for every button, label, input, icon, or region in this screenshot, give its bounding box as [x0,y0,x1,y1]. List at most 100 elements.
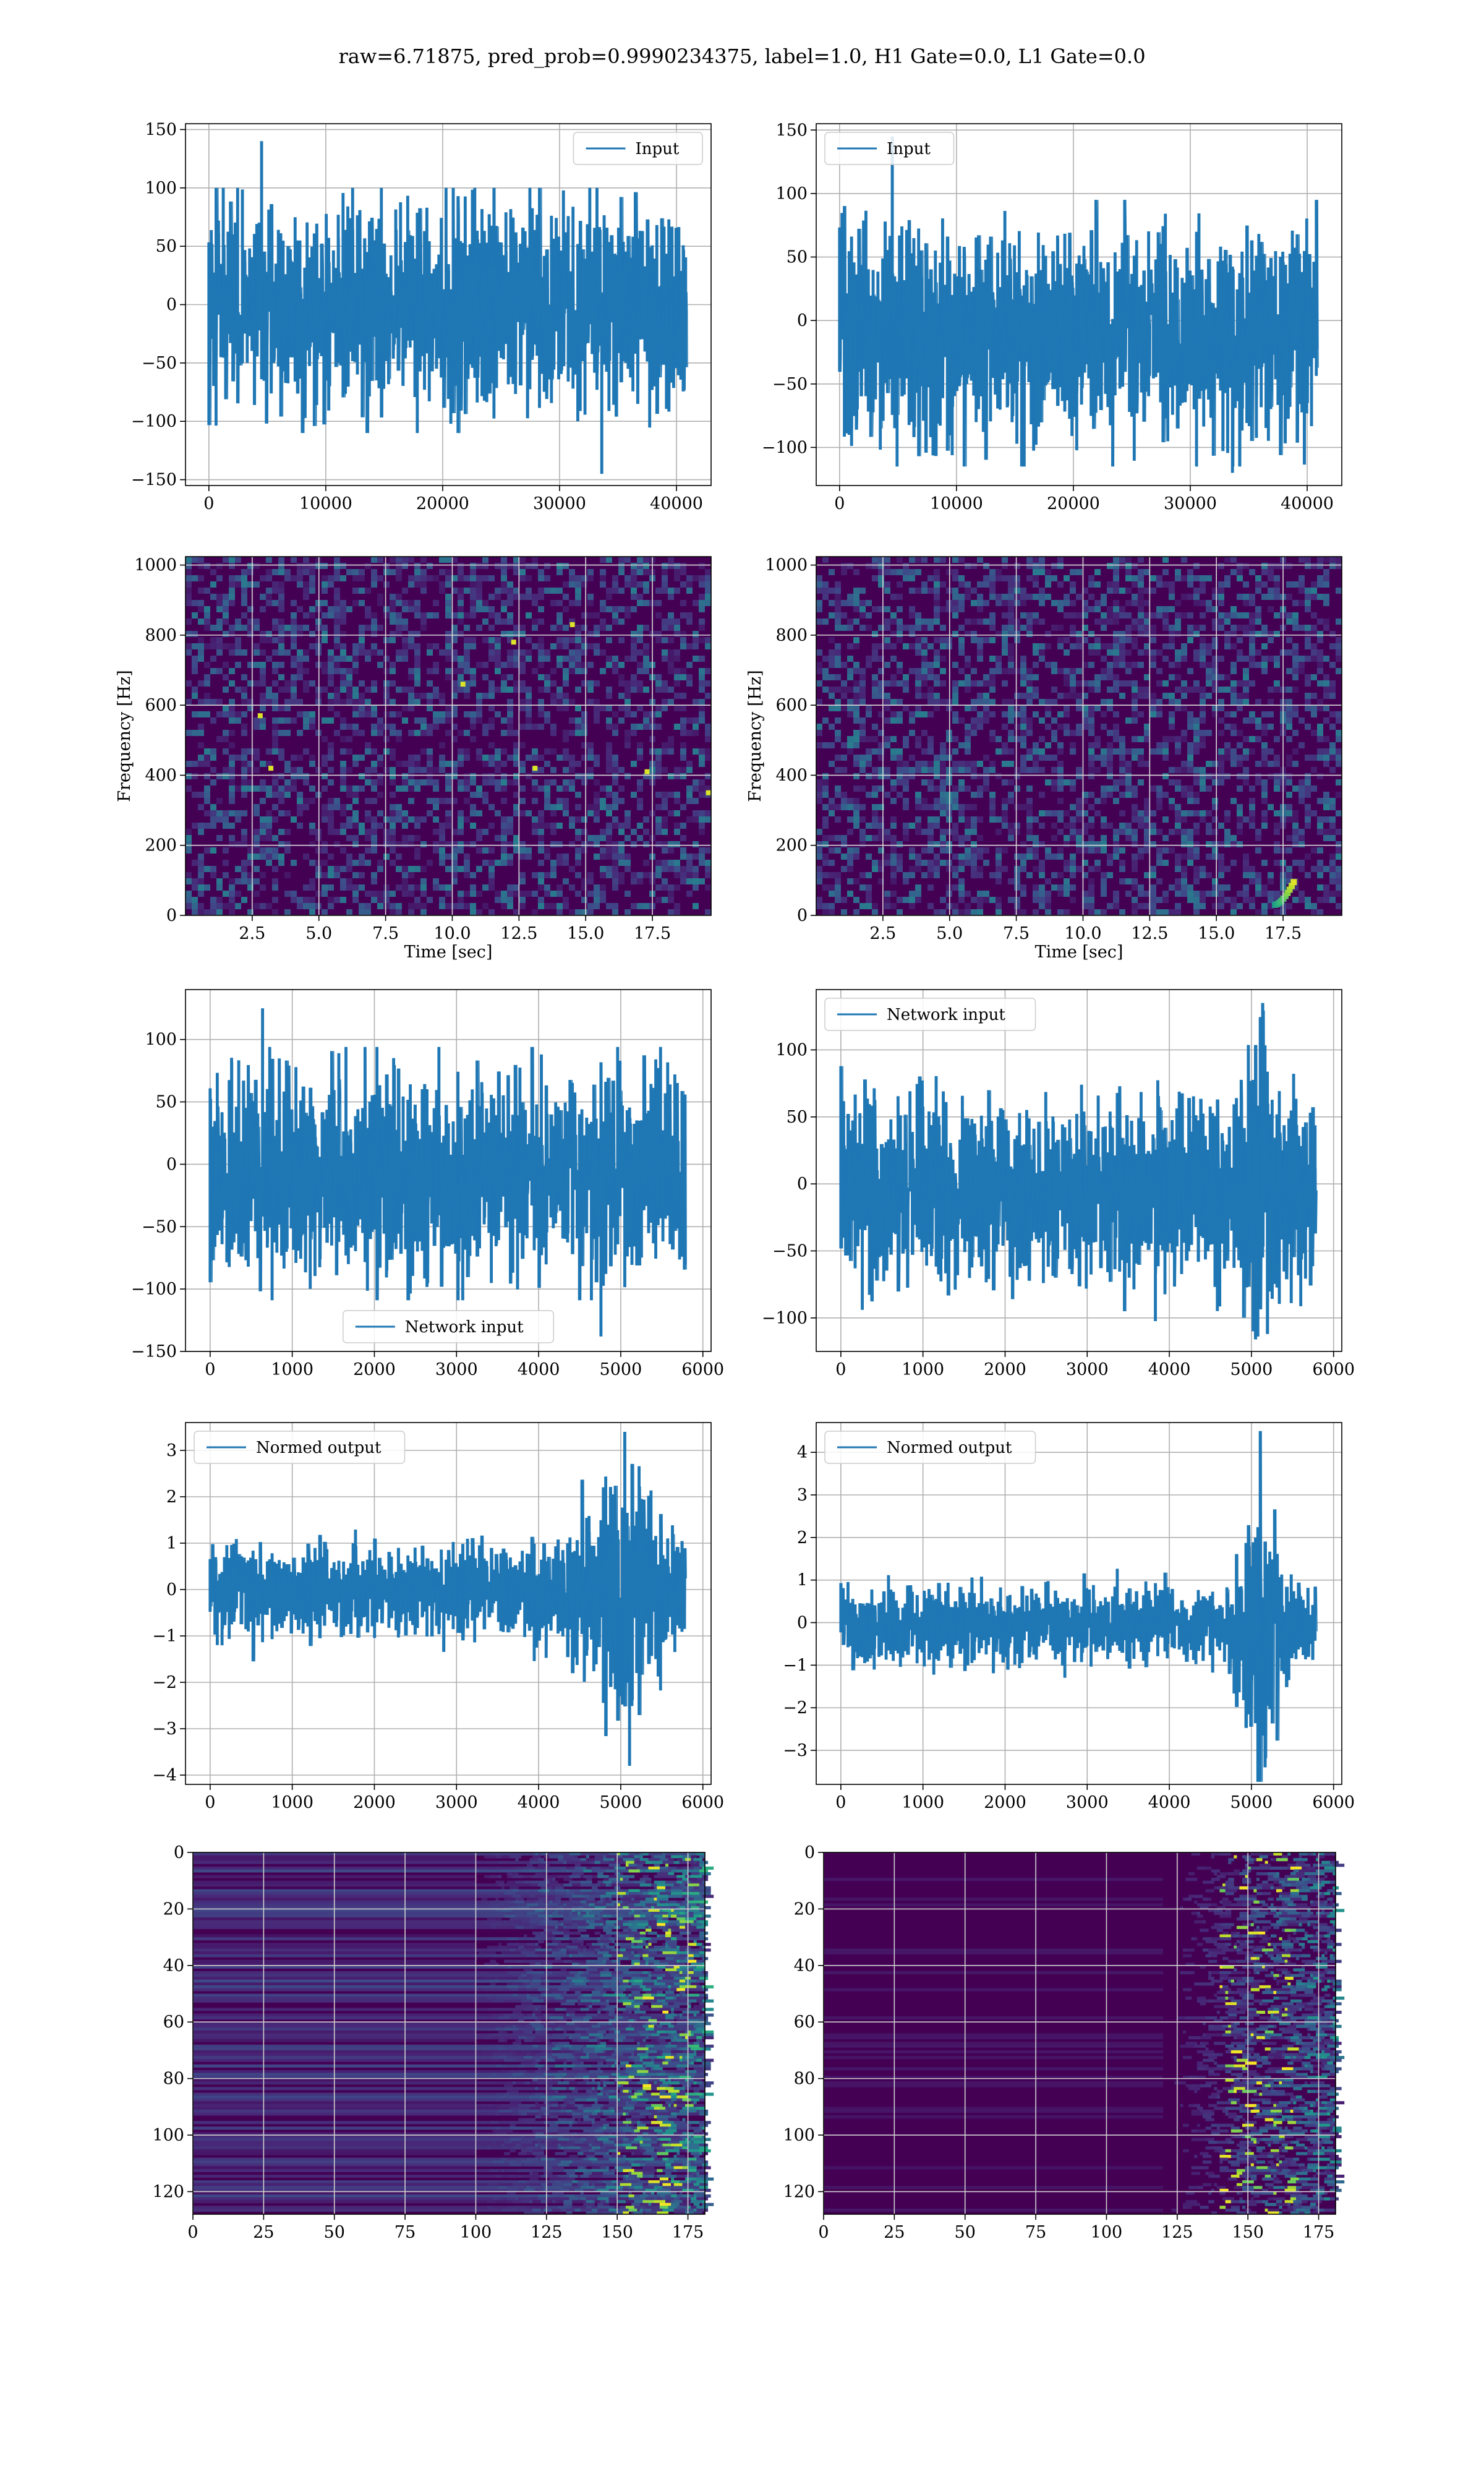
heatmap-cell [631,878,637,884]
heatmap-cell [1138,569,1144,575]
heatmap-cell [884,705,890,711]
heatmap-cell [1156,860,1162,866]
heatmap-cell [204,847,210,854]
heatmap-cell [1212,606,1218,612]
heatmap-cell [977,618,983,625]
heatmap-cell [1156,854,1162,860]
heatmap-cell [488,649,495,656]
heatmap-cell [414,755,420,761]
heatmap-cell [1230,835,1237,841]
heatmap-cell [612,804,618,810]
heatmap-cell [538,575,544,581]
heatmap-cell [235,755,241,761]
heatmap-cell [600,829,606,835]
heatmap-cell [940,835,946,841]
heatmap-cell [853,588,859,594]
heatmap-cell [958,835,965,841]
heatmap-cell [1125,761,1132,767]
heatmap-cell [569,884,575,891]
heatmap-cell [1261,581,1268,588]
heatmap-cell [594,854,600,860]
heatmap-cell [1008,606,1014,612]
heatmap-cell [482,773,488,779]
heatmap-cell [668,557,674,563]
heatmap-cell [229,785,235,792]
heatmap-cell [674,860,680,866]
heatmap-cell [686,643,693,649]
heatmap-cell [952,767,958,773]
heatmap-cell [705,575,711,581]
heatmap-cell [352,569,359,575]
heatmap-cell [693,816,699,823]
heatmap-cell [594,798,600,804]
heatmap-cell [625,736,631,742]
heatmap-cell [396,656,402,662]
heatmap-cell [940,767,946,773]
heatmap-cell [1026,785,1033,792]
heatmap-cell [309,575,315,581]
heatmap-cell [575,847,581,854]
heatmap-cell [940,581,946,588]
heatmap-cell [1138,612,1144,618]
heatmap-cell [1268,872,1274,878]
heatmap-cell [1020,662,1026,668]
heatmap-cell [365,612,371,618]
heatmap-cell [340,866,346,872]
heatmap-cell [1070,693,1076,699]
heatmap-cell [464,656,470,662]
heatmap-cell [1051,872,1057,878]
heatmap-cell [965,581,971,588]
heatmap-cell [482,637,488,643]
heatmap-cell [971,637,977,643]
heatmap-cell [414,823,420,829]
heatmap-cell [1268,575,1274,581]
heatmap-cell [1212,594,1218,600]
heatmap-cell [1033,693,1039,699]
heatmap-cell [977,835,983,841]
heatmap-cell [550,866,556,872]
heatmap-cell [272,742,278,748]
heatmap-cell [958,779,965,785]
heatmap-cell [822,581,829,588]
heatmap-cell [600,668,606,674]
heatmap-cell [1268,748,1274,755]
heatmap-cell [927,835,934,841]
heatmap-cell [971,804,977,810]
heatmap-cell [501,557,507,563]
heatmap-cell [1119,866,1125,872]
heatmap-cell [921,779,927,785]
heatmap-cell [1249,625,1255,631]
heatmap-cell [476,606,482,612]
heatmap-cell [334,606,340,612]
heatmap-cell [890,816,897,823]
heatmap-cell [699,656,705,662]
heatmap-cell [1082,810,1088,816]
heatmap-cell [445,612,451,618]
heatmap-cell [1323,804,1329,810]
heatmap-cell [266,816,272,823]
heatmap-cell [693,748,699,755]
heatmap-cell [983,674,989,680]
heatmap-cell [1323,755,1329,761]
heatmap-cell [1329,823,1336,829]
heatmap-cell [1076,816,1082,823]
heatmap-cell [996,600,1002,606]
heatmap-cell [1064,823,1070,829]
heatmap-cell [420,878,427,884]
heatmap-cell [1323,761,1329,767]
heatmap-cell [303,804,309,810]
heatmap-cell [674,693,680,699]
heatmap-cell [186,649,192,656]
heatmap-cell [371,829,377,835]
heatmap-cell [1051,575,1057,581]
heatmap-cell [544,687,550,693]
heatmap-cell [390,847,396,854]
heatmap-cell [427,612,433,618]
heatmap-cell [198,804,204,810]
heatmap-cell [1336,643,1342,649]
heatmap-cell [192,884,198,891]
heatmap-cell [1237,829,1243,835]
heatmap-cell [841,625,847,631]
heatmap-cell [204,625,210,631]
heatmap-cell [1051,835,1057,841]
